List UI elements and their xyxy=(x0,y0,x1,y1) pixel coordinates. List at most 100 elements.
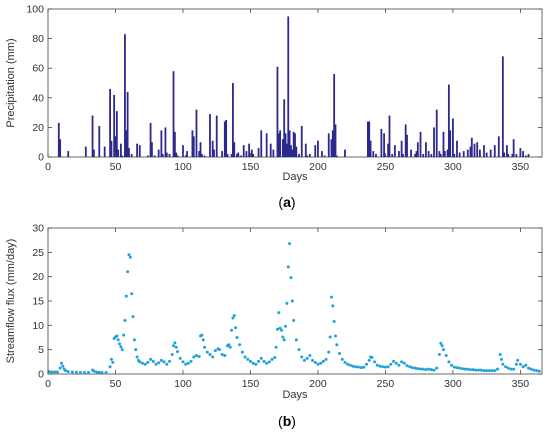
streamflow-point xyxy=(178,356,182,360)
streamflow-point xyxy=(230,328,234,332)
precipitation-bar xyxy=(422,154,425,157)
precipitation-bar xyxy=(260,130,263,157)
streamflow-point xyxy=(289,276,293,280)
precipitation-bar xyxy=(380,128,383,157)
streamflow-point xyxy=(235,336,239,339)
streamflow-point xyxy=(254,362,258,366)
streamflow-point xyxy=(471,368,475,372)
y-tick-label: 20 xyxy=(32,271,44,283)
precipitation-bar xyxy=(295,146,298,157)
streamflow-point xyxy=(265,361,269,365)
precipitation-bar xyxy=(252,154,255,157)
streamflow-point xyxy=(134,348,138,352)
precipitation-bar xyxy=(151,142,153,157)
x-tick-label: 150 xyxy=(242,378,260,390)
streamflow-point xyxy=(189,359,193,363)
streamflow-point xyxy=(351,364,355,368)
precipitation-bar xyxy=(121,155,124,157)
panel-b-plot-frame xyxy=(47,227,543,375)
streamflow-point xyxy=(151,359,155,363)
precipitation-bar xyxy=(168,154,171,157)
streamflow-point xyxy=(367,358,371,362)
precipitation-bar xyxy=(402,154,404,157)
precipitation-bar xyxy=(164,127,167,157)
streamflow-point xyxy=(311,358,315,362)
streamflow-point xyxy=(165,362,169,366)
streamflow-point xyxy=(381,365,385,369)
streamflow-point xyxy=(211,355,215,359)
precipitation-bar xyxy=(503,152,506,157)
streamflow-point xyxy=(173,341,177,345)
precipitation-bar xyxy=(113,94,116,157)
streamflow-point xyxy=(213,349,217,353)
panel-b-ylabel: Streamflow flux (mm/day) xyxy=(5,239,17,364)
streamflow-point xyxy=(109,357,113,361)
streamflow-point xyxy=(356,365,360,369)
streamflow-point xyxy=(535,369,539,373)
streamflow-point xyxy=(162,360,166,364)
streamflow-point xyxy=(205,350,209,354)
precipitation-bar xyxy=(230,154,233,157)
streamflow-point xyxy=(135,355,139,359)
streamflow-point xyxy=(328,335,332,339)
streamflow-point xyxy=(203,345,207,349)
precipitation-bar xyxy=(458,152,461,157)
streamflow-point xyxy=(362,365,366,369)
y-tick-label: 0 xyxy=(38,152,44,164)
precipitation-bar xyxy=(269,143,272,157)
precipitation-bar xyxy=(415,151,418,157)
streamflow-point xyxy=(123,318,127,322)
precipitation-bar xyxy=(456,140,458,157)
streamflow-point xyxy=(70,370,74,374)
streamflow-point xyxy=(217,348,221,352)
precipitation-bar xyxy=(126,91,129,157)
streamflow-point xyxy=(332,319,336,323)
streamflow-point xyxy=(308,354,312,358)
precipitation-bar xyxy=(292,131,295,157)
precipitation-bar xyxy=(306,155,309,157)
streamflow-point xyxy=(132,338,136,342)
streamflow-point xyxy=(524,363,528,367)
precipitation-bar xyxy=(506,145,508,157)
streamflow-point xyxy=(447,360,451,364)
precipitation-bar xyxy=(276,66,279,157)
streamflow-point xyxy=(74,370,78,374)
streamflow-point xyxy=(86,371,90,375)
precipitation-bar xyxy=(138,145,141,157)
precipitation-bar xyxy=(501,56,504,157)
precipitation-bar xyxy=(173,131,176,157)
streamflow-point xyxy=(441,348,445,352)
precipitation-bar xyxy=(211,140,214,157)
streamflow-point xyxy=(59,361,63,365)
y-tick-label: 40 xyxy=(32,92,44,104)
streamflow-point xyxy=(455,366,459,370)
precipitation-bar xyxy=(323,155,326,157)
panel-a-xlabel: Days xyxy=(282,171,308,183)
streamflow-point xyxy=(466,367,470,371)
precipitation-bar xyxy=(283,99,286,157)
streamflow-point xyxy=(343,360,347,364)
y-tick-label: 30 xyxy=(32,223,44,235)
precipitation-bar xyxy=(277,133,280,157)
precipitation-bar xyxy=(404,124,407,157)
streamflow-point xyxy=(490,369,494,373)
precipitation-bar xyxy=(308,154,311,157)
precipitation-bar xyxy=(462,151,465,157)
precipitation-bar xyxy=(400,140,403,157)
streamflow-point xyxy=(280,328,284,332)
x-tick-label: 200 xyxy=(309,161,327,173)
streamflow-point xyxy=(248,359,252,363)
precipitation-bar xyxy=(117,149,120,157)
precipitation-bar xyxy=(330,139,333,157)
precipitation-bar xyxy=(327,133,330,157)
streamflow-point xyxy=(47,370,51,374)
precipitation-bar xyxy=(393,145,396,157)
panel-b-x-ticks: 0 50 100 150 200 250 300 350 xyxy=(45,228,529,390)
precipitation-bar xyxy=(198,151,201,157)
streamflow-point xyxy=(340,357,344,361)
precipitation-bar xyxy=(287,16,290,158)
streamflow-point xyxy=(201,338,205,342)
streamflow-point xyxy=(435,366,439,370)
streamflow-point xyxy=(424,368,428,372)
